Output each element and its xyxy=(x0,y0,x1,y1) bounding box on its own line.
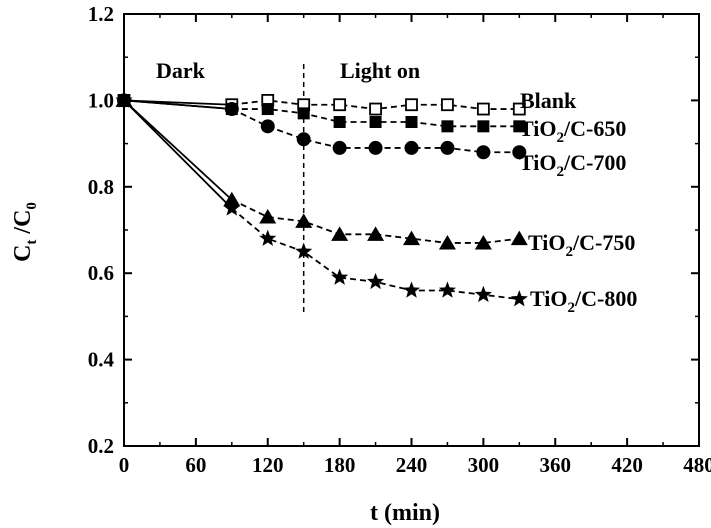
series-label-main: TiO xyxy=(530,286,568,311)
y-axis-title-sub-0: 0 xyxy=(24,202,40,210)
series-label-subscript: 2 xyxy=(557,164,565,180)
y-tick-label: 1.0 xyxy=(88,88,114,112)
y-axis-title-main: C xyxy=(10,245,36,262)
series-label-subscript: 2 xyxy=(566,244,574,260)
y-tick-label: 0.2 xyxy=(88,434,114,458)
y-axis-title-sep: /C xyxy=(10,210,36,240)
data-point-triangle xyxy=(331,226,349,241)
series-label-blank: Blank xyxy=(520,88,577,113)
data-point-triangle xyxy=(438,234,456,250)
data-point-star xyxy=(259,229,277,246)
light-on-annotation: Light on xyxy=(340,58,420,83)
series-label-main: Blank xyxy=(520,88,577,113)
data-point-circle xyxy=(440,140,455,155)
series-label-main: TiO xyxy=(519,116,557,141)
data-point-star xyxy=(367,272,385,290)
y-axis-title: Ct /C0 xyxy=(10,202,40,262)
data-point-square-open xyxy=(369,102,382,116)
x-axis-title: t (min) xyxy=(370,500,440,526)
series-line-dark xyxy=(123,99,233,210)
data-point-triangle xyxy=(403,230,420,246)
y-tick-label: 0.4 xyxy=(88,348,115,372)
data-point-square-filled xyxy=(333,116,346,128)
x-tick-label: 120 xyxy=(252,453,284,477)
data-point-square-filled xyxy=(513,120,526,133)
series-label-c700: TiO2/C-700 xyxy=(519,150,626,180)
x-tick-label: 360 xyxy=(540,453,572,477)
x-tick-label: 0 xyxy=(119,453,130,477)
series-label-tail: /C-750 xyxy=(572,230,635,255)
series-c800 xyxy=(115,91,528,307)
data-point-circle xyxy=(404,140,419,155)
series-label-c800: TiO2/C-800 xyxy=(530,286,637,316)
y-tick-label: 0.8 xyxy=(88,175,114,199)
series-c750 xyxy=(115,92,528,250)
data-point-triangle xyxy=(223,191,241,207)
series-line-dark xyxy=(123,99,233,201)
data-point-triangle xyxy=(510,230,528,246)
data-point-square-filled xyxy=(369,116,382,128)
x-tick-label: 180 xyxy=(324,453,356,477)
data-point-square-filled xyxy=(441,120,454,133)
series-label-subscript: 2 xyxy=(568,300,576,316)
series-label-tail: /C-650 xyxy=(563,116,626,141)
series-label-subscript: 2 xyxy=(557,130,565,146)
data-point-square-filled xyxy=(477,120,490,133)
data-point-star xyxy=(115,91,133,108)
series-c700 xyxy=(117,93,527,160)
x-tick-label: 300 xyxy=(468,453,500,477)
data-point-square-open xyxy=(512,102,526,116)
dark-annotation: Dark xyxy=(156,58,206,83)
series-label-c750: TiO2/C-750 xyxy=(528,230,635,260)
series-group xyxy=(115,91,528,307)
series-label-main: TiO xyxy=(528,230,566,255)
data-point-circle xyxy=(296,132,311,147)
x-tick-label: 480 xyxy=(683,453,711,477)
y-axis-title-sub-t: t xyxy=(24,240,40,245)
x-tick-label: 240 xyxy=(396,453,428,477)
series-label-tail: /C-800 xyxy=(574,286,637,311)
x-tick-label: 420 xyxy=(611,453,643,477)
axis-ticks: 0 60 120 180 240 300 360 420 480 0.2 0.4 0.6 0.8 1.0 1… xyxy=(88,2,711,477)
data-point-star xyxy=(331,268,349,285)
data-point-triangle xyxy=(367,226,385,241)
data-point-star xyxy=(295,242,313,259)
data-point-square-open xyxy=(333,98,347,112)
data-point-star xyxy=(223,199,241,216)
data-point-star xyxy=(510,290,528,307)
data-point-square-open xyxy=(441,98,454,112)
y-tick-label: 0.6 xyxy=(88,261,114,285)
series-label-main: TiO xyxy=(519,150,557,175)
data-point-triangle xyxy=(474,234,492,250)
series-label-c650: TiO2/C-650 xyxy=(519,116,626,146)
series-c650 xyxy=(118,94,526,133)
data-point-square-filled xyxy=(405,116,418,128)
data-point-triangle xyxy=(295,213,313,228)
y-tick-label: 1.2 xyxy=(88,2,114,26)
data-point-star xyxy=(474,285,492,303)
series-labels: BlankTiO2/C-650TiO2/C-700TiO2/C-750TiO2/… xyxy=(519,88,637,316)
data-point-square-open xyxy=(405,98,418,112)
data-point-circle xyxy=(368,140,383,155)
data-point-square-filled xyxy=(261,103,274,116)
data-point-circle xyxy=(476,145,491,160)
data-point-square-open xyxy=(476,102,490,116)
data-point-star xyxy=(438,281,456,298)
data-point-circle xyxy=(512,145,527,160)
data-point-star xyxy=(402,281,421,298)
x-tick-label: 60 xyxy=(185,453,206,477)
series-label-tail: /C-700 xyxy=(563,150,626,175)
data-point-circle xyxy=(260,119,275,134)
data-point-square-filled xyxy=(297,107,310,120)
data-point-triangle xyxy=(259,209,277,224)
series-line-dark xyxy=(123,99,232,110)
data-point-circle xyxy=(224,102,239,117)
data-point-circle xyxy=(332,140,347,155)
